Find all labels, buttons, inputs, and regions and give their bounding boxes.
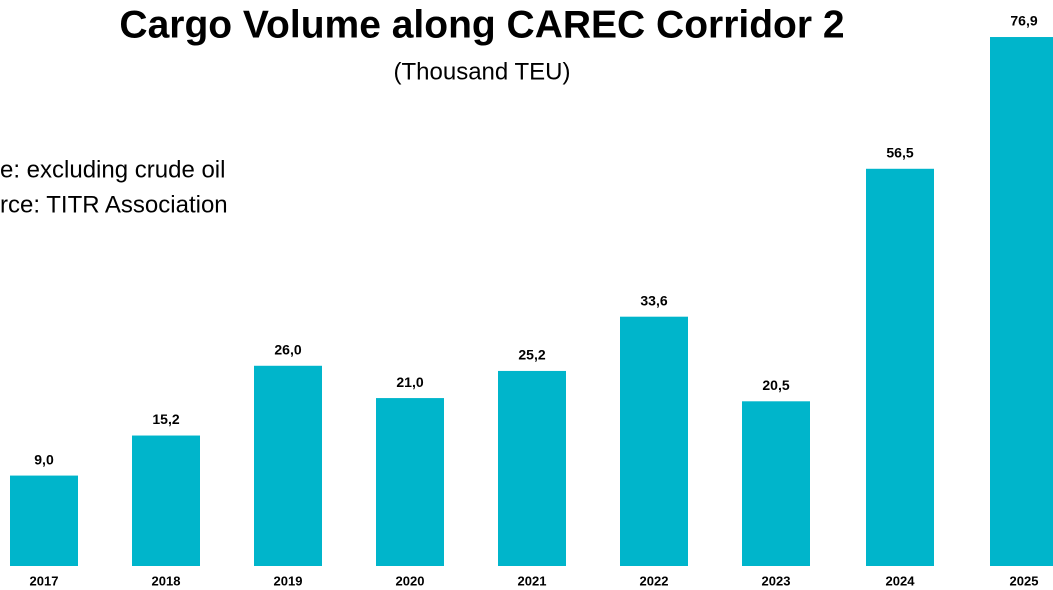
value-label: 76,9 bbox=[1010, 13, 1037, 29]
bar bbox=[254, 365, 322, 566]
bar bbox=[620, 316, 688, 566]
note: e: excluding crude oil bbox=[0, 156, 225, 183]
bar bbox=[10, 475, 78, 566]
source: rce: TITR Association bbox=[0, 191, 228, 218]
value-label: 56,5 bbox=[886, 144, 913, 160]
bar bbox=[132, 435, 200, 566]
chart-subtitle: (Thousand TEU) bbox=[394, 58, 571, 85]
x-tick-label: 2020 bbox=[396, 573, 425, 588]
bar bbox=[376, 398, 444, 566]
x-tick-label: 2024 bbox=[886, 573, 916, 588]
value-label: 21,0 bbox=[396, 374, 423, 390]
value-label: 26,0 bbox=[274, 341, 301, 357]
bar bbox=[866, 168, 934, 566]
x-tick-label: 2022 bbox=[640, 573, 669, 588]
bar bbox=[498, 370, 566, 566]
x-tick-label: 2021 bbox=[518, 573, 547, 588]
value-label: 33,6 bbox=[640, 292, 667, 308]
value-label: 15,2 bbox=[152, 411, 179, 427]
x-tick-label: 2018 bbox=[152, 573, 181, 588]
value-label: 20,5 bbox=[762, 377, 789, 393]
x-tick-label: 2017 bbox=[30, 573, 59, 588]
chart-title: Cargo Volume along CAREC Corridor 2 bbox=[119, 3, 844, 46]
x-tick-label: 2023 bbox=[762, 573, 791, 588]
x-tick-label: 2019 bbox=[274, 573, 303, 588]
value-label: 9,0 bbox=[34, 451, 54, 467]
value-label: 25,2 bbox=[518, 347, 545, 363]
bar bbox=[742, 401, 810, 566]
bar bbox=[990, 37, 1053, 567]
x-tick-label: 2025 bbox=[1010, 573, 1039, 588]
